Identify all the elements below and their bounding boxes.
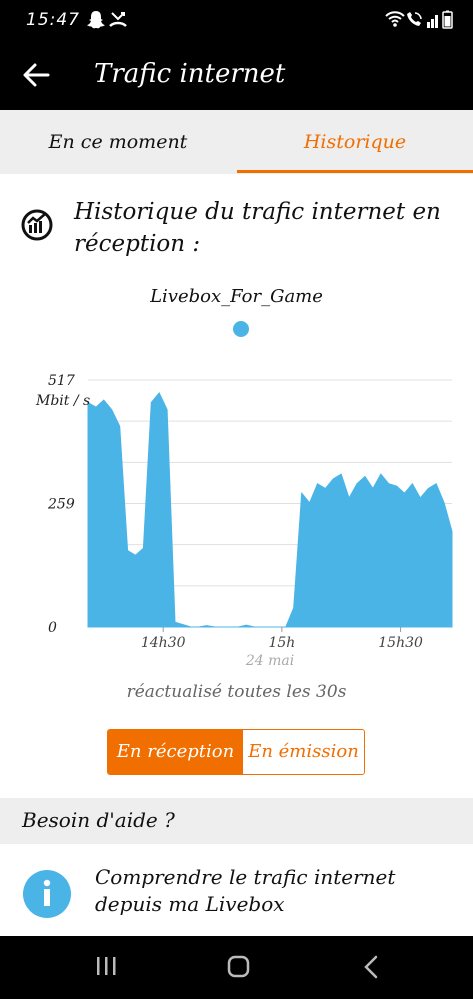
x-axis-caption: 24 mai [245, 653, 294, 669]
y-axis-label: Mbit / s [35, 393, 90, 409]
signal-icon [427, 15, 438, 28]
active-tab-indicator [237, 170, 473, 173]
back-arrow-icon[interactable] [22, 58, 52, 96]
home-icon[interactable] [226, 954, 252, 984]
help-section-header: Besoin d'aide ? [0, 798, 473, 844]
x-tick-label: 15h30 [378, 635, 423, 651]
system-nav-bar [0, 936, 473, 999]
status-bar: 15:47 [0, 0, 473, 44]
status-right-icons [385, 10, 455, 34]
y-tick-label: 517 [48, 373, 75, 389]
back-icon[interactable] [360, 954, 384, 984]
app-bar: Trafic internet [0, 44, 473, 110]
missed-call-icon [109, 12, 127, 27]
wifi-calling-icon [407, 12, 422, 26]
chart-analytics-icon [20, 208, 54, 246]
direction-toggle: En réception En émission [107, 729, 365, 775]
legend-series-dot[interactable] [233, 321, 249, 337]
status-left-icons [86, 8, 130, 36]
series-area-livebox-for-game [87, 391, 453, 628]
battery-icon [442, 10, 453, 29]
info-icon [22, 869, 72, 923]
refresh-note: réactualisé toutes les 30s [126, 682, 347, 702]
snapchat-icon [87, 11, 105, 29]
help-item-label: Comprendre le trafic internet depuis ma … [95, 865, 396, 916]
section-title: Historique du trafic internet en récepti… [74, 199, 441, 257]
y-tick-label: 259 [47, 496, 75, 512]
recent-apps-icon[interactable] [95, 954, 119, 984]
traffic-chart: 517 259 0 Mbit / s 14h30 15h 15h30 24 mai [35, 373, 453, 669]
tab-historique[interactable]: Historique [303, 131, 407, 153]
help-title: Besoin d'aide ? [22, 808, 175, 832]
reception-button[interactable]: En réception [108, 730, 243, 774]
help-item-understand-traffic[interactable]: Comprendre le trafic internet depuis ma … [0, 844, 473, 936]
wifi-icon [385, 11, 405, 27]
x-tick-label: 15h [268, 635, 295, 651]
y-tick-label: 0 [48, 620, 57, 636]
status-time: 15:47 [26, 10, 80, 30]
x-tick-label: 14h30 [141, 635, 186, 651]
legend-series-name: Livebox_For_Game [150, 286, 323, 307]
tab-bar: En ce moment Historique [0, 110, 473, 174]
emission-button[interactable]: En émission [243, 730, 364, 774]
y-tick-labels: 517 259 0 [47, 373, 75, 636]
page-title: Trafic internet [94, 59, 286, 89]
tab-en-ce-moment[interactable]: En ce moment [48, 131, 188, 153]
x-tick-labels: 14h30 15h 15h30 [141, 627, 423, 651]
